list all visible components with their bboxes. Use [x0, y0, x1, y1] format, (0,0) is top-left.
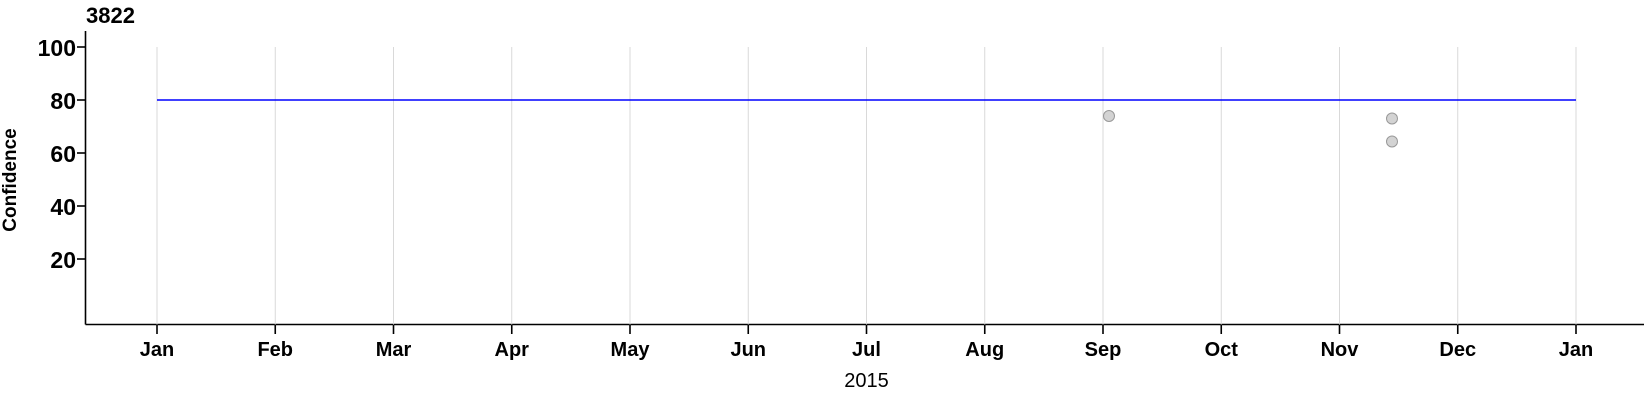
svg-text:Jul: Jul [852, 339, 881, 361]
svg-text:May: May [611, 339, 651, 361]
svg-text:Sep: Sep [1085, 339, 1122, 361]
svg-text:3822: 3822 [86, 3, 135, 28]
svg-text:Jun: Jun [730, 339, 766, 361]
svg-text:Dec: Dec [1439, 339, 1476, 361]
svg-text:Oct: Oct [1205, 339, 1239, 361]
svg-text:Mar: Mar [376, 339, 412, 361]
svg-text:2015: 2015 [844, 370, 889, 392]
svg-text:Feb: Feb [257, 339, 293, 361]
svg-text:40: 40 [50, 194, 76, 220]
svg-text:Jan: Jan [140, 339, 174, 361]
svg-text:Aug: Aug [965, 339, 1004, 361]
svg-text:Jan: Jan [1559, 339, 1593, 361]
svg-text:60: 60 [50, 141, 76, 167]
svg-text:Confidence: Confidence [0, 128, 21, 231]
svg-text:Apr: Apr [495, 339, 530, 361]
svg-text:100: 100 [38, 35, 76, 61]
svg-text:80: 80 [50, 88, 76, 114]
svg-text:20: 20 [50, 247, 76, 273]
svg-text:Nov: Nov [1321, 339, 1360, 361]
